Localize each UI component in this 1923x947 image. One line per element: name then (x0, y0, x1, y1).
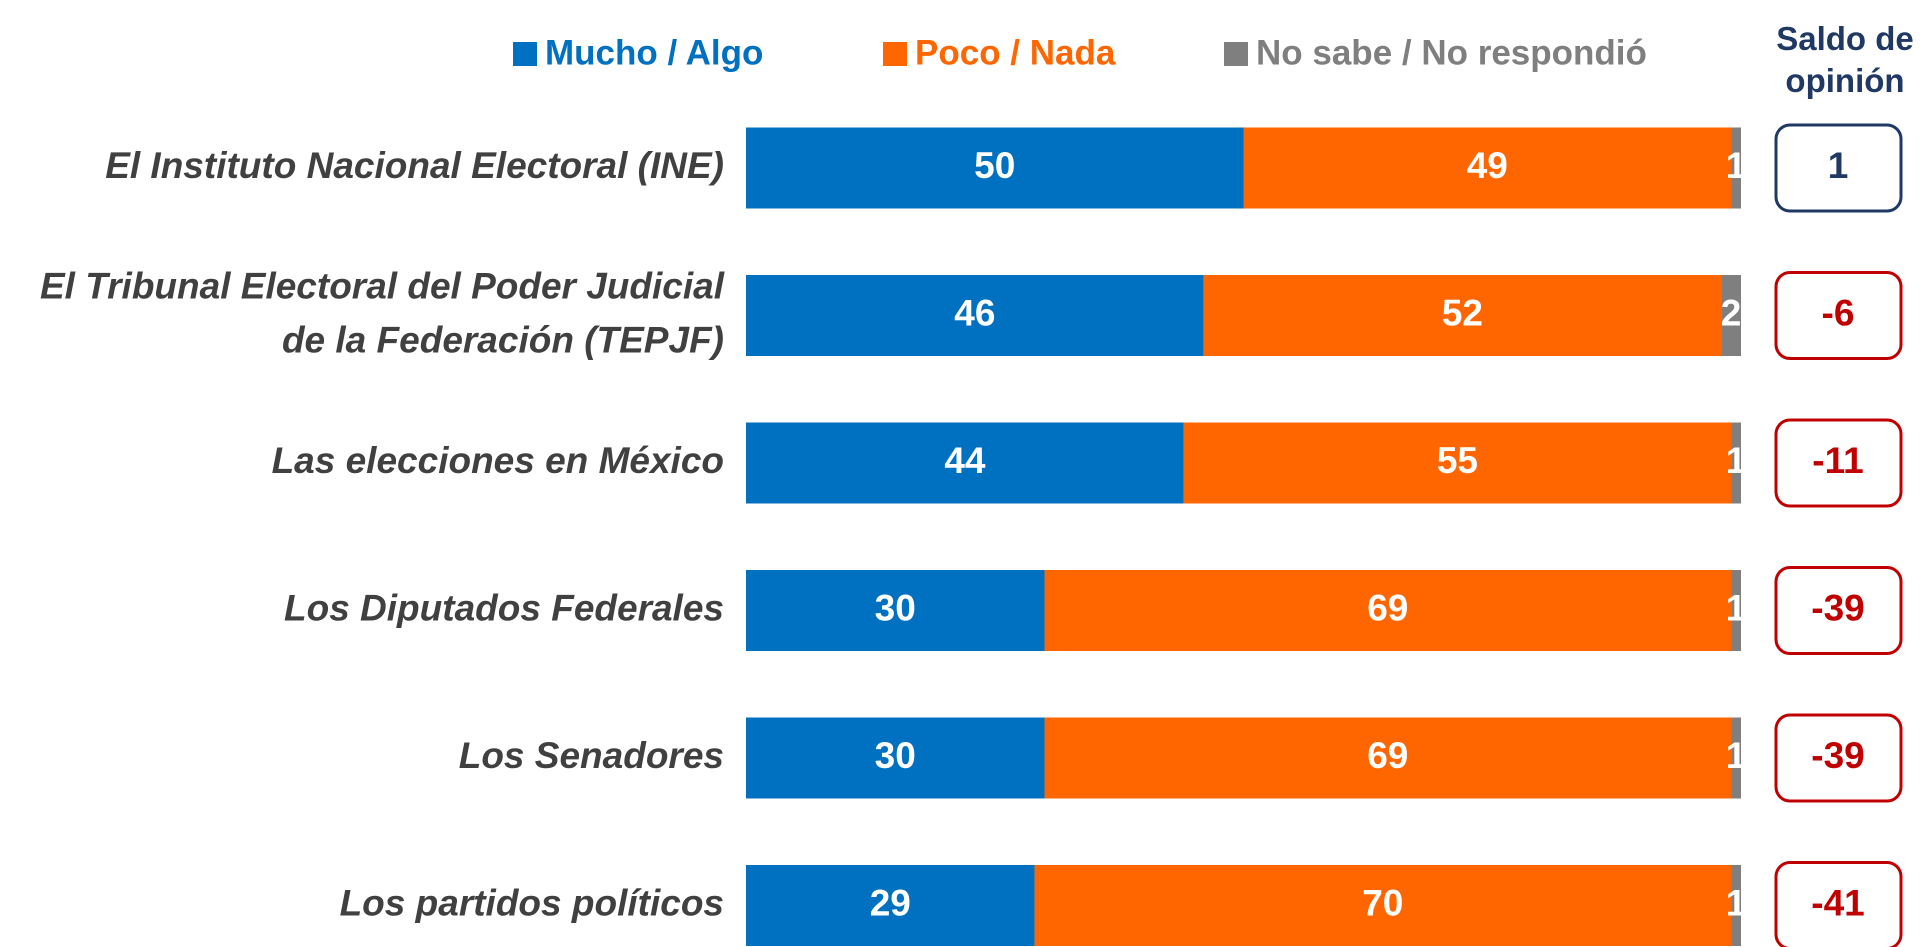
category-label: El Instituto Nacional Electoral (INE) (105, 145, 724, 186)
bar-segment (1731, 127, 1741, 209)
legend-swatch (1224, 42, 1248, 66)
category-label: El Tribunal Electoral del Poder Judicial… (40, 265, 725, 360)
balance-value: -39 (1811, 587, 1864, 628)
bar-segment (1731, 422, 1741, 504)
legend-swatch (513, 42, 537, 66)
value-label: 1 (1726, 882, 1747, 923)
balance-value: 1 (1828, 145, 1849, 186)
bar-segment (746, 127, 1244, 209)
balance-box (1774, 713, 1903, 803)
value-label: 1 (1726, 145, 1747, 186)
value-label: 1 (1726, 735, 1747, 776)
bar-segment (1243, 127, 1732, 209)
legend-label: Poco / Nada (915, 33, 1116, 72)
balance-value: -11 (1812, 440, 1863, 481)
bar-segment (746, 422, 1184, 504)
category-label: Los Diputados Federales (284, 587, 724, 628)
balance-box (1774, 418, 1903, 508)
bar-segment (1183, 422, 1732, 504)
value-label: 50 (974, 145, 1015, 186)
bar-segment (1044, 570, 1732, 651)
legend-label: Mucho / Algo (545, 33, 763, 72)
bar-segment (746, 717, 1045, 799)
value-label: 30 (875, 587, 916, 628)
value-label: 44 (944, 440, 986, 481)
value-label: 55 (1437, 440, 1478, 481)
bar-segment (1731, 865, 1741, 946)
bar-segment (1731, 717, 1741, 799)
category-label: Los Senadores (459, 735, 724, 776)
bar-segment (1721, 275, 1741, 356)
bar-segment (1203, 275, 1722, 356)
balance-value: -39 (1811, 735, 1864, 776)
value-label: 52 (1442, 292, 1483, 333)
value-label: 29 (870, 882, 911, 923)
value-label: 69 (1367, 735, 1408, 776)
bar-segment (746, 865, 1035, 946)
balance-box (1774, 271, 1903, 360)
value-label: 69 (1367, 587, 1408, 628)
value-label: 2 (1721, 292, 1742, 333)
bar-segment (1044, 717, 1732, 799)
value-label: 30 (875, 735, 916, 776)
balance-title: Saldo de opinión (1776, 20, 1914, 99)
balance-value: -6 (1822, 292, 1855, 333)
legend-label: No sabe / No respondió (1256, 33, 1647, 72)
category-label: Los partidos políticos (340, 882, 724, 923)
value-label: 1 (1726, 587, 1747, 628)
value-label: 49 (1467, 145, 1508, 186)
value-label: 46 (954, 292, 995, 333)
balance-box (1774, 566, 1903, 655)
bar-segment (746, 275, 1204, 356)
category-label: Las elecciones en México (272, 440, 724, 481)
legend-swatch (883, 42, 907, 66)
balance-box (1774, 123, 1903, 213)
bar-segment (746, 570, 1045, 651)
bar-segment (1731, 570, 1741, 651)
bar-segment (1034, 865, 1732, 946)
value-label: 1 (1726, 440, 1747, 481)
balance-value: -41 (1811, 882, 1864, 923)
balance-box (1774, 861, 1903, 947)
value-label: 70 (1362, 882, 1403, 923)
